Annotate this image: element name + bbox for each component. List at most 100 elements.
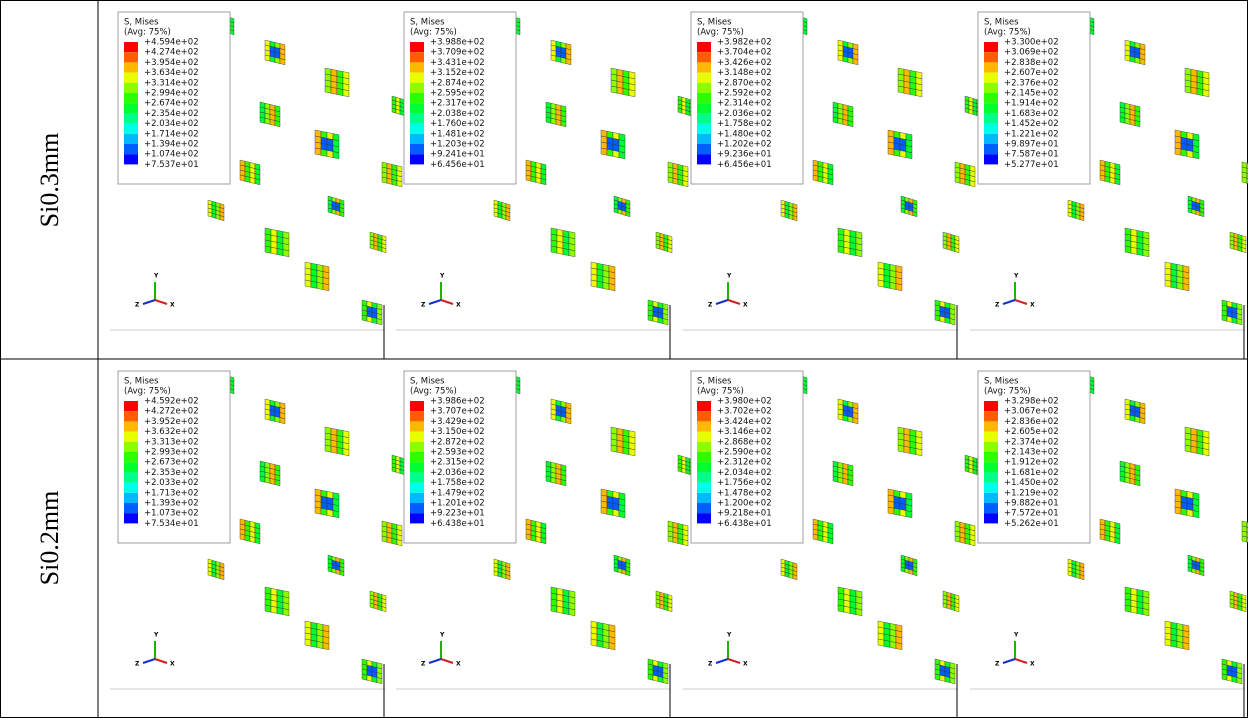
legend-swatch <box>410 113 424 123</box>
mesh-cell <box>315 507 321 514</box>
triad-label: X <box>456 302 461 309</box>
mesh-cell <box>884 281 890 288</box>
mesh-cell <box>1125 118 1130 124</box>
mesh-cell <box>255 538 260 544</box>
mesh-cell <box>838 414 843 420</box>
legend-value: +1.713e+02 <box>144 488 199 498</box>
mesh-cell <box>607 508 613 515</box>
legend-swatch <box>984 411 998 421</box>
legend-swatch <box>697 42 711 52</box>
mesh-cell <box>848 416 853 422</box>
mesh-cell <box>1185 445 1191 452</box>
legend-value: +1.912e+02 <box>1004 458 1059 468</box>
legend-value: +2.315e+02 <box>430 458 485 468</box>
mesh-cell <box>275 416 280 422</box>
mesh-cell <box>1232 317 1237 323</box>
mesh-cell <box>1140 59 1145 65</box>
mesh-cell <box>275 480 280 486</box>
legend-value: +7.587e+01 <box>1004 150 1059 160</box>
mesh-cell <box>331 446 337 453</box>
mesh-cell <box>813 534 818 540</box>
mesh-cell <box>245 535 250 541</box>
legend-value: +2.595e+02 <box>430 89 485 99</box>
mesh-cell <box>392 179 397 185</box>
mesh-cell <box>1125 246 1131 253</box>
mesh-cell <box>1191 446 1197 453</box>
mesh-cell <box>337 88 343 95</box>
mesh-cell <box>255 179 260 185</box>
legend-swatch <box>984 442 998 452</box>
legend-swatch <box>124 124 138 134</box>
triad-label: Y <box>726 273 732 280</box>
legend-value: +4.272e+02 <box>144 407 199 417</box>
legend-subtitle: (Avg: 75%) <box>124 28 171 38</box>
legend-swatch <box>410 411 424 421</box>
mesh-cell <box>1110 177 1115 183</box>
legend-value: +2.036e+02 <box>430 468 485 478</box>
mesh-cell <box>896 643 902 650</box>
legend-value: +1.221e+02 <box>1004 129 1059 139</box>
mesh-cell <box>305 639 311 646</box>
mesh-cell <box>848 121 853 127</box>
legend-value: +2.994e+02 <box>144 89 199 99</box>
legend-swatch <box>984 493 998 503</box>
legend-swatch <box>984 103 998 113</box>
mesh-cell <box>906 511 912 518</box>
mesh-cell <box>853 418 858 424</box>
mesh-cell <box>813 175 818 181</box>
mesh-cell <box>277 607 283 614</box>
legend-value: +2.034e+02 <box>144 119 199 129</box>
mesh-cell <box>648 315 653 321</box>
mesh-cell <box>265 414 270 420</box>
legend-value: +3.067e+02 <box>1004 407 1059 417</box>
mesh-cell <box>1175 507 1181 514</box>
mesh-cell <box>878 280 884 287</box>
legend-value: +3.426e+02 <box>717 58 772 68</box>
mesh-cell <box>271 247 277 254</box>
legend-value: +2.145e+02 <box>1004 89 1059 99</box>
triad-label: Y <box>439 273 445 280</box>
mesh-cell <box>597 640 603 647</box>
legend-value: +7.534e+01 <box>144 519 199 529</box>
mesh-cell <box>327 509 333 516</box>
legend-swatch <box>984 124 998 134</box>
legend-value: +2.374e+02 <box>1004 437 1059 447</box>
legend-value: +1.203e+02 <box>430 140 485 150</box>
legend-value: +1.452e+02 <box>1004 119 1059 129</box>
mesh-cell <box>526 534 531 540</box>
legend-swatch <box>410 103 424 113</box>
mesh-cell <box>245 176 250 182</box>
mesh-cell <box>1227 316 1232 322</box>
legend-value: +3.634e+02 <box>144 68 199 78</box>
legend-value: +2.376e+02 <box>1004 78 1059 88</box>
legend-swatch <box>984 503 998 513</box>
mesh-cell <box>277 248 283 255</box>
legend-subtitle: (Avg: 75%) <box>124 387 171 397</box>
legend-swatch <box>124 83 138 93</box>
mesh-cell <box>965 538 970 544</box>
mesh-cell <box>283 609 289 616</box>
mesh-cell <box>569 250 575 257</box>
mesh-cell <box>1222 674 1227 680</box>
mesh-cell <box>910 88 916 95</box>
mesh-cell <box>850 607 856 614</box>
mesh-cell <box>536 536 541 542</box>
legend-swatch <box>984 144 998 154</box>
legend-swatch <box>124 503 138 513</box>
mesh-cell <box>683 540 688 546</box>
mesh-cell <box>315 148 321 155</box>
legend-value: +2.143e+02 <box>1004 448 1059 458</box>
legend-swatch <box>124 513 138 523</box>
legend-swatch <box>984 42 998 52</box>
mesh-cell <box>848 57 853 63</box>
legend-value: +3.988e+02 <box>430 38 485 48</box>
mesh-cell <box>333 152 339 159</box>
mesh-cell <box>910 447 916 454</box>
mesh-cell <box>591 280 597 287</box>
mesh-cell <box>1165 639 1171 646</box>
mesh-cell <box>551 55 556 61</box>
mesh-cell <box>397 540 402 546</box>
legend-swatch <box>410 73 424 83</box>
mesh-cell <box>566 59 571 65</box>
legend-swatch <box>124 73 138 83</box>
